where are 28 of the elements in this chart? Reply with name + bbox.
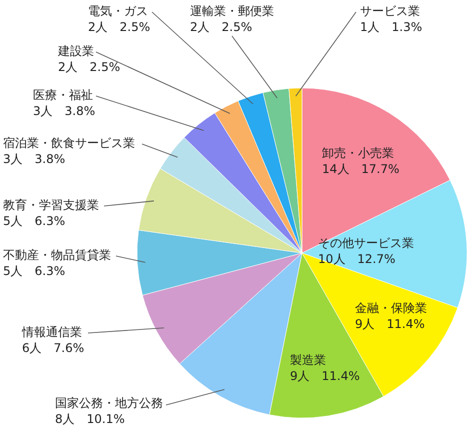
slice-label: 医療・福祉 <box>33 88 93 102</box>
slice-label: 情報通信業 <box>21 325 82 339</box>
slice-label: その他サービス業 <box>318 236 414 250</box>
slice-label: 不動産・物品賃貸業 <box>3 248 111 262</box>
data-label: 2人 2.5% <box>88 20 150 34</box>
data-label: 1人 1.3% <box>360 20 422 34</box>
slice-label: 電気・ガス <box>88 4 148 18</box>
data-label: 2人 2.5% <box>58 60 120 74</box>
data-label: 9人 11.4% <box>290 369 360 383</box>
slice-label: 卸売・小売業 <box>322 146 394 160</box>
data-label: 10人 12.7% <box>318 252 396 266</box>
slice-label: 教育・学習支援業 <box>3 198 99 212</box>
slice-label: 宿泊業・飲食サービス業 <box>3 136 135 150</box>
data-label: 5人 6.3% <box>3 214 66 228</box>
data-label: 8人 10.1% <box>55 412 125 426</box>
data-label: 6人 7.6% <box>22 341 84 355</box>
data-label: 3人 3.8% <box>33 104 96 118</box>
data-label: 2人 2.5% <box>190 20 252 34</box>
slice-label: サービス業 <box>360 4 420 18</box>
slice-label: 建設業 <box>57 44 94 58</box>
slice-label: 製造業 <box>290 353 326 367</box>
slice-label: 運輸業・郵便業 <box>190 4 274 18</box>
data-label: 5人 6.3% <box>3 264 66 278</box>
slice-label: 金融・保険業 <box>355 301 427 315</box>
data-label: 14人 17.7% <box>322 162 400 176</box>
slice-label: 国家公務・地方公務 <box>55 396 163 410</box>
data-label: 3人 3.8% <box>3 152 66 166</box>
data-label: 9人 11.4% <box>355 317 425 331</box>
